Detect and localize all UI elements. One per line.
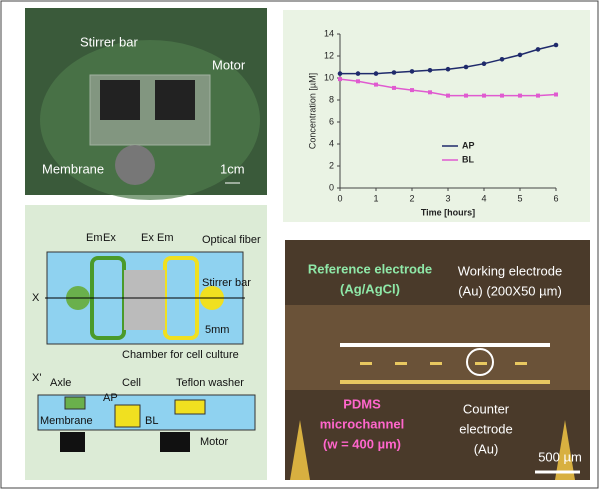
x-tick-label: 3 <box>445 193 450 203</box>
x-tick-label: 4 <box>481 193 486 203</box>
diagram-label: BL <box>145 415 158 427</box>
data-point <box>446 67 451 72</box>
x-tick-label: 1 <box>373 193 378 203</box>
y-tick-label: 6 <box>329 116 334 126</box>
device-photo: Stirrer bar Motor Membrane 1cm <box>25 8 267 200</box>
data-point <box>356 71 361 76</box>
data-point <box>392 86 396 90</box>
data-point <box>500 57 505 62</box>
photo-label: (Au) (200X50 µm) <box>458 283 562 298</box>
diagram-label: Em <box>86 232 103 244</box>
data-point <box>518 53 523 58</box>
legend-label: AP <box>462 140 475 150</box>
photo-label: (Ag/AgCl) <box>340 281 400 296</box>
data-point <box>428 68 433 73</box>
data-point <box>392 70 397 75</box>
page: Stirrer bar Motor Membrane 1cm 024681012… <box>0 0 599 494</box>
data-point <box>428 90 432 94</box>
data-point <box>338 77 342 81</box>
data-point <box>410 88 414 92</box>
data-point <box>410 69 415 74</box>
figure: Stirrer bar Motor Membrane 1cm 024681012… <box>0 0 599 489</box>
y-tick-label: 2 <box>329 160 334 170</box>
photo-label: Working electrode <box>458 263 563 278</box>
photo-label: electrode <box>459 421 512 436</box>
diagram-label: Em <box>157 232 174 244</box>
photo-label: Reference electrode <box>308 261 432 276</box>
photo-label: (w = 400 µm) <box>323 436 401 451</box>
data-point <box>374 71 379 76</box>
data-point <box>374 83 378 87</box>
diagram-label: Ex <box>141 232 154 244</box>
data-point <box>356 79 360 83</box>
data-point <box>500 94 504 98</box>
diagram-label: Motor <box>200 436 228 448</box>
data-point <box>482 94 486 98</box>
y-axis-label: Concentration [µM] <box>307 73 317 149</box>
diagram-label: Teflon washer <box>176 377 244 389</box>
photo-label: PDMS <box>343 396 381 411</box>
data-point <box>536 47 541 52</box>
diagram-label: Membrane <box>40 415 93 427</box>
data-point <box>464 94 468 98</box>
x-tick-label: 5 <box>517 193 522 203</box>
photo-label: Motor <box>212 57 246 72</box>
data-point <box>518 94 522 98</box>
data-point <box>554 43 559 48</box>
photo-label: microchannel <box>320 416 405 431</box>
diagram-label: Stirrer bar <box>202 277 251 289</box>
chip-photo: Reference electrode (Ag/AgCl) Working el… <box>285 240 590 480</box>
diagram-label: Cell <box>122 377 141 389</box>
photo-label: Counter <box>463 401 510 416</box>
data-point <box>482 61 487 66</box>
diagram: Em Ex Ex Em Optical fiber Stirrer bar X … <box>25 205 267 480</box>
diagram-label: X' <box>32 372 41 384</box>
y-tick-label: 0 <box>329 182 334 192</box>
data-point <box>554 93 558 97</box>
diagram-label: Ex <box>103 232 116 244</box>
diagram-label: Optical fiber <box>202 234 261 246</box>
x-axis-label: Time [hours] <box>421 207 475 217</box>
diagram-label: Axle <box>50 377 71 389</box>
photo-label: 1cm <box>220 161 245 176</box>
data-point <box>536 94 540 98</box>
diagram-label: Chamber for cell culture <box>122 349 239 361</box>
y-tick-label: 4 <box>329 138 334 148</box>
x-tick-label: 2 <box>409 193 414 203</box>
photo-label: (Au) <box>474 441 499 456</box>
photo-label: Stirrer bar <box>80 34 138 49</box>
diagram-label: 5mm <box>205 324 229 336</box>
y-tick-label: 10 <box>324 72 334 82</box>
diagram-label: X <box>32 292 40 304</box>
data-point <box>464 65 469 70</box>
data-point <box>338 71 343 76</box>
diagram-label: AP <box>103 392 118 404</box>
x-tick-label: 6 <box>553 193 558 203</box>
data-point <box>446 94 450 98</box>
photo-label: Membrane <box>42 161 104 176</box>
photo-label: 500 µm <box>538 449 582 464</box>
legend-label: BL <box>462 154 474 164</box>
y-tick-label: 14 <box>324 28 334 38</box>
y-tick-label: 8 <box>329 94 334 104</box>
y-tick-label: 12 <box>324 50 334 60</box>
x-tick-label: 0 <box>337 193 342 203</box>
